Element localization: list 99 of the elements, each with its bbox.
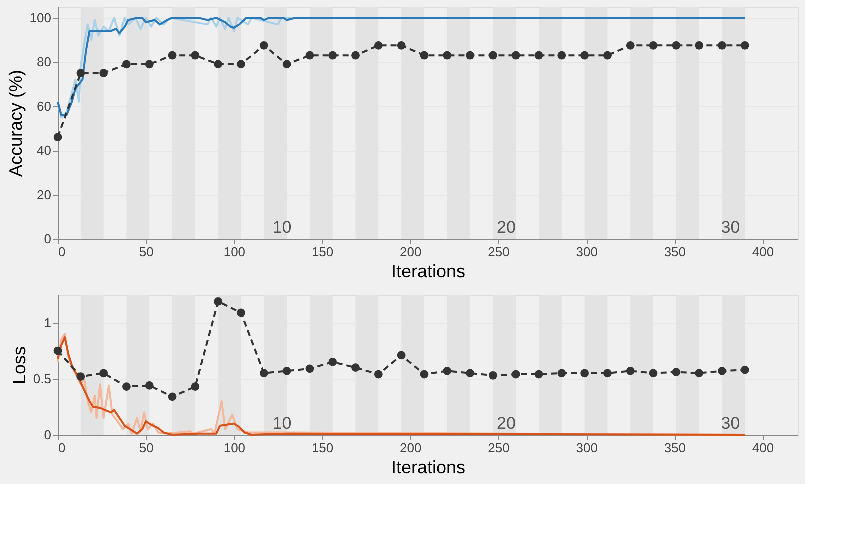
x-tick-label: 350 — [664, 244, 686, 260]
annotation: 20 — [497, 414, 516, 433]
point — [328, 358, 338, 366]
x-axis-title: Iterations — [391, 262, 466, 282]
annotation: 10 — [272, 218, 292, 237]
point — [558, 51, 566, 60]
x-tick-label: 150 — [312, 244, 334, 260]
point — [168, 392, 177, 402]
y-axis-title: Accuracy (%) — [6, 70, 26, 178]
point — [76, 372, 86, 381]
point — [420, 51, 429, 60]
point — [672, 41, 681, 50]
point — [580, 369, 589, 378]
point — [54, 346, 62, 356]
annotation: 30 — [721, 218, 740, 237]
x-tick-label: 50 — [139, 244, 154, 260]
point — [352, 51, 360, 60]
point — [122, 60, 131, 69]
point — [604, 369, 612, 378]
y-tick-label: 20 — [37, 187, 52, 202]
x-tick-label: 0 — [58, 440, 66, 456]
point — [718, 41, 726, 50]
point — [214, 60, 223, 69]
x-tick-label: 400 — [752, 244, 774, 260]
point — [76, 69, 86, 78]
point — [649, 41, 658, 50]
point — [168, 51, 177, 60]
x-tick-label: 100 — [224, 440, 246, 456]
x-tick-label: 350 — [664, 440, 686, 456]
point — [237, 60, 246, 69]
point — [100, 369, 108, 378]
point — [534, 370, 544, 379]
point — [100, 69, 108, 78]
point — [191, 51, 200, 60]
point — [374, 41, 383, 50]
point — [397, 351, 406, 360]
point — [512, 51, 520, 60]
x-tick-label: 200 — [400, 244, 422, 260]
annotation: 10 — [272, 414, 292, 433]
point — [328, 51, 338, 60]
point — [626, 41, 635, 50]
y-tick-label: 0 — [44, 428, 52, 442]
point — [352, 364, 360, 372]
point — [306, 364, 314, 374]
point — [397, 41, 406, 50]
point — [466, 369, 474, 378]
y-axis-title: Loss — [9, 346, 30, 385]
point — [282, 366, 292, 376]
point — [672, 368, 681, 376]
point — [122, 382, 131, 392]
point — [558, 369, 566, 378]
x-tick-label: 50 — [139, 440, 154, 456]
point — [214, 298, 223, 306]
point — [489, 51, 498, 60]
x-tick-label: 200 — [400, 440, 422, 456]
point — [145, 382, 154, 390]
point — [306, 51, 314, 60]
point — [466, 51, 474, 60]
point — [512, 370, 520, 379]
point — [282, 60, 292, 69]
annotation: 30 — [721, 414, 740, 433]
x-tick-label: 250 — [488, 440, 510, 456]
point — [534, 51, 544, 60]
y-tick-label: 100 — [30, 10, 52, 26]
x-axis-title: Iterations — [391, 458, 466, 478]
x-tick-label: 400 — [752, 440, 774, 456]
point — [54, 133, 62, 142]
point — [695, 369, 704, 378]
point — [145, 60, 154, 69]
x-tick-label: 150 — [312, 440, 334, 456]
y-tick-label: 1 — [44, 316, 52, 330]
point — [443, 51, 452, 60]
point — [604, 51, 612, 60]
point — [695, 41, 704, 50]
annotation: 20 — [497, 218, 516, 237]
x-tick-label: 0 — [58, 244, 66, 260]
point — [443, 366, 452, 376]
point — [626, 366, 635, 376]
point — [191, 382, 200, 392]
y-tick-label: 0 — [44, 232, 52, 246]
point — [580, 51, 589, 60]
point — [740, 366, 750, 374]
point — [420, 370, 429, 379]
y-tick-label: 40 — [37, 143, 52, 158]
x-tick-label: 100 — [224, 244, 246, 260]
point — [260, 369, 268, 378]
x-tick-label: 300 — [576, 244, 598, 260]
x-tick-label: 300 — [576, 440, 598, 456]
point — [649, 369, 658, 378]
point — [237, 308, 246, 318]
point — [718, 366, 726, 376]
x-tick-label: 250 — [488, 244, 510, 260]
point — [489, 371, 498, 380]
y-tick-label: 0.5 — [33, 372, 52, 386]
point — [260, 41, 268, 50]
point — [740, 41, 750, 50]
y-tick-label: 60 — [37, 98, 52, 114]
y-tick-label: 80 — [37, 54, 52, 70]
point — [374, 370, 383, 379]
